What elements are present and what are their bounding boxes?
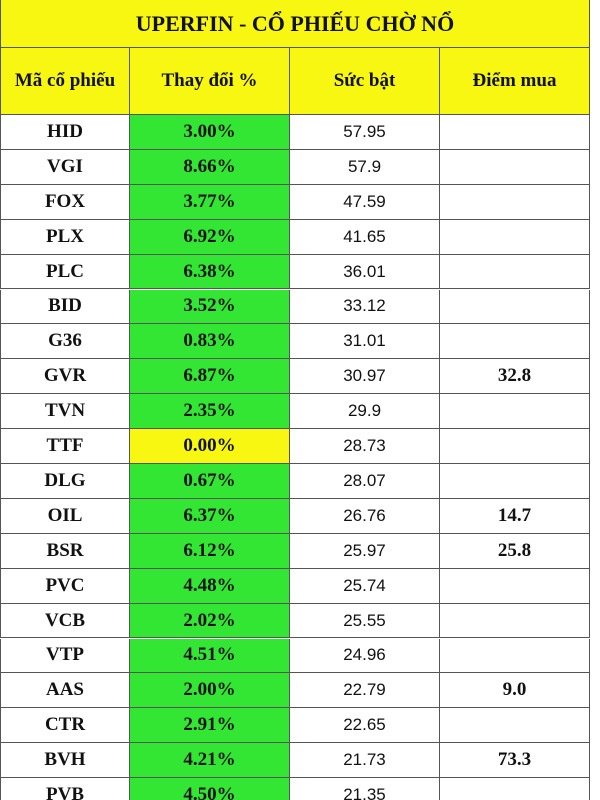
stock-code: TVN <box>0 394 130 430</box>
strength-cell: 25.97 <box>290 533 440 569</box>
buy-point-cell <box>440 464 590 499</box>
change-cell: 2.91% <box>130 708 290 744</box>
change-cell: 0.83% <box>130 324 290 360</box>
stock-code: VGI <box>0 149 130 185</box>
strength-cell: 57.9 <box>290 149 440 185</box>
change-cell: 4.51% <box>130 638 290 674</box>
stock-code: BVH <box>0 743 130 779</box>
change-cell: 2.00% <box>130 673 290 709</box>
buy-point-cell <box>440 568 590 604</box>
change-cell: 0.00% <box>130 429 290 464</box>
stock-code: BID <box>0 289 130 325</box>
strength-cell: 25.55 <box>290 603 440 639</box>
buy-point-cell <box>440 289 590 325</box>
column-header: Điểm mua <box>440 48 590 115</box>
buy-point-cell <box>440 324 590 360</box>
stock-code: PVC <box>0 568 130 604</box>
buy-point-cell: 73.3 <box>440 743 590 779</box>
buy-point-cell: 25.8 <box>440 533 590 569</box>
buy-point-cell: 9.0 <box>440 673 590 709</box>
buy-point-cell <box>440 429 590 464</box>
strength-cell: 33.12 <box>290 289 440 325</box>
strength-cell: 30.97 <box>290 359 440 395</box>
strength-cell: 47.59 <box>290 184 440 220</box>
buy-point-cell: 14.7 <box>440 498 590 534</box>
buy-point-cell <box>440 638 590 674</box>
strength-cell: 21.73 <box>290 743 440 779</box>
buy-point-cell <box>440 149 590 185</box>
stock-code: G36 <box>0 324 130 360</box>
strength-cell: 41.65 <box>290 219 440 255</box>
stock-code: BSR <box>0 533 130 569</box>
stock-code: FOX <box>0 184 130 220</box>
strength-cell: 24.96 <box>290 638 440 674</box>
stock-code: TTF <box>0 429 130 464</box>
change-cell: 3.77% <box>130 184 290 220</box>
stock-code: CTR <box>0 708 130 744</box>
strength-cell: 21.35 <box>290 778 440 800</box>
strength-cell: 57.95 <box>290 115 440 150</box>
stock-code: PLX <box>0 219 130 255</box>
change-cell: 6.92% <box>130 219 290 255</box>
stock-code: AAS <box>0 673 130 709</box>
buy-point-cell <box>440 708 590 744</box>
stock-code: PLC <box>0 254 130 290</box>
buy-point-cell: 32.8 <box>440 359 590 395</box>
buy-point-cell <box>440 394 590 430</box>
strength-cell: 28.07 <box>290 464 440 499</box>
change-cell: 6.38% <box>130 254 290 290</box>
change-cell: 4.21% <box>130 743 290 779</box>
strength-cell: 26.76 <box>290 498 440 534</box>
buy-point-cell <box>440 115 590 150</box>
table-title: UPERFIN - CỔ PHIẾU CHỜ NỔ <box>0 0 590 48</box>
change-cell: 6.37% <box>130 498 290 534</box>
strength-cell: 22.65 <box>290 708 440 744</box>
change-cell: 8.66% <box>130 149 290 185</box>
change-cell: 4.50% <box>130 778 290 800</box>
change-cell: 3.00% <box>130 115 290 150</box>
buy-point-cell <box>440 603 590 639</box>
strength-cell: 31.01 <box>290 324 440 360</box>
change-cell: 3.52% <box>130 289 290 325</box>
change-cell: 2.02% <box>130 603 290 639</box>
stock-code: VTP <box>0 638 130 674</box>
column-header: Thay đổi % <box>130 48 290 115</box>
strength-cell: 36.01 <box>290 254 440 290</box>
buy-point-cell <box>440 219 590 255</box>
change-cell: 6.12% <box>130 533 290 569</box>
buy-point-cell <box>440 184 590 220</box>
stock-code: PVB <box>0 778 130 800</box>
stock-code: DLG <box>0 464 130 499</box>
stock-code: GVR <box>0 359 130 395</box>
strength-cell: 22.79 <box>290 673 440 709</box>
strength-cell: 28.73 <box>290 429 440 464</box>
change-cell: 6.87% <box>130 359 290 395</box>
stock-code: HID <box>0 115 130 150</box>
stock-code: OIL <box>0 498 130 534</box>
column-header: Mã cổ phiếu <box>0 48 130 115</box>
stock-code: VCB <box>0 603 130 639</box>
change-cell: 4.48% <box>130 568 290 604</box>
column-header: Sức bật <box>290 48 440 115</box>
strength-cell: 29.9 <box>290 394 440 430</box>
strength-cell: 25.74 <box>290 568 440 604</box>
change-cell: 2.35% <box>130 394 290 430</box>
change-cell: 0.67% <box>130 464 290 499</box>
buy-point-cell <box>440 778 590 800</box>
buy-point-cell <box>440 254 590 290</box>
